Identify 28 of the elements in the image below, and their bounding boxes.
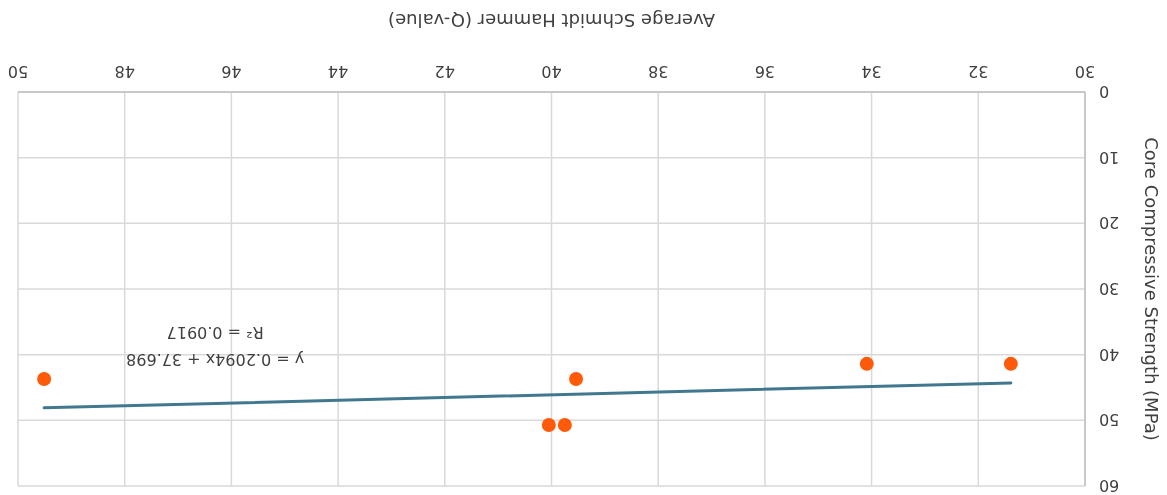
y-tick-label: 10 (1099, 147, 1120, 167)
x-tick-label: 32 (968, 62, 989, 81)
point (541, 417, 556, 432)
x-tick-label: 42 (434, 62, 455, 81)
point (37, 371, 52, 386)
point (1003, 356, 1018, 371)
x-tick-label: 30 (1074, 62, 1096, 81)
point (859, 356, 874, 371)
point (569, 371, 584, 386)
x-tick-label: 40 (541, 62, 562, 81)
x-tick-label: 46 (221, 62, 242, 81)
annotation: R² = 0.0917 (166, 322, 264, 342)
annotation: y = 0.2094x + 37.698 (126, 349, 305, 369)
x-tick-label: 50 (7, 62, 29, 81)
y-tick-label: 50 (1099, 410, 1120, 430)
x-axis-title: Average Schmidt Hammer (Q-value) (388, 10, 715, 31)
y-tick-label: 60 (1099, 476, 1120, 495)
x-tick-label: 44 (327, 62, 349, 81)
x-tick-label: 34 (861, 62, 882, 81)
y-axis-title: Core Compressive Strength (MPa) (1141, 137, 1162, 441)
point (557, 417, 572, 432)
y-tick-label: 20 (1099, 213, 1120, 233)
x-tick-label: 36 (754, 62, 776, 81)
x-tick-label: 38 (648, 62, 669, 81)
y-tick-label: 40 (1099, 344, 1120, 364)
y-tick-label: 30 (1099, 279, 1120, 298)
x-tick-label: 48 (114, 62, 135, 81)
y-tick-label: 0 (1099, 82, 1110, 101)
